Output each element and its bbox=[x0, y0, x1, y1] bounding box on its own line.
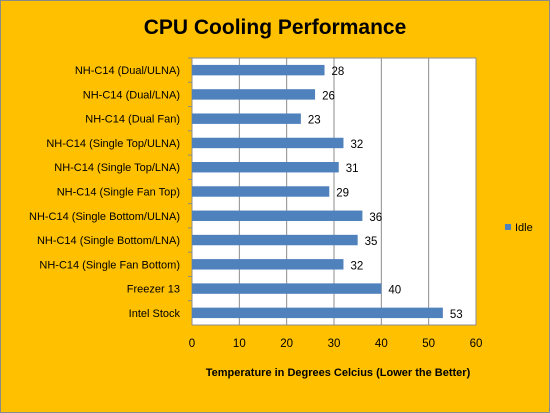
chart-title: CPU Cooling Performance bbox=[144, 16, 407, 39]
legend-label-idle: Idle bbox=[515, 222, 533, 234]
x-tick-labels: 0 10 20 30 40 50 60 bbox=[189, 338, 483, 350]
bar bbox=[192, 89, 316, 100]
bar bbox=[192, 210, 363, 221]
x-axis-title: Temperature in Degrees Celcius (Lower th… bbox=[206, 367, 471, 379]
data-label: 40 bbox=[388, 285, 401, 297]
data-label: 32 bbox=[350, 139, 363, 151]
x-tick-label: 10 bbox=[233, 338, 246, 350]
legend-swatch-idle bbox=[505, 224, 511, 230]
category-label: NH-C14 (Dual/ULNA) bbox=[75, 65, 180, 77]
data-label: 31 bbox=[346, 163, 359, 175]
category-label: Intel Stock bbox=[129, 308, 181, 320]
x-tick-label: 30 bbox=[328, 338, 341, 350]
bar bbox=[192, 137, 344, 149]
bar bbox=[192, 307, 443, 319]
category-label: NH-C14 (Single Bottom/LNA) bbox=[37, 235, 180, 247]
bar bbox=[192, 64, 325, 76]
bar bbox=[192, 162, 339, 173]
x-tick-label: 0 bbox=[189, 338, 195, 350]
category-label: Freezer 13 bbox=[127, 284, 180, 296]
data-label: 23 bbox=[308, 115, 321, 127]
data-label: 26 bbox=[322, 90, 335, 102]
category-label: NH-C14 (Dual/LNA) bbox=[83, 89, 180, 101]
data-label: 28 bbox=[332, 66, 345, 78]
category-label: NH-C14 (Dual Fan) bbox=[85, 114, 180, 126]
bar bbox=[192, 283, 382, 294]
category-label: NH-C14 (Single Bottom/ULNA) bbox=[29, 211, 180, 223]
bar bbox=[192, 234, 358, 246]
legend: Idle bbox=[505, 222, 533, 234]
x-tick-label: 20 bbox=[280, 338, 293, 350]
category-label: NH-C14 (Single Fan Bottom) bbox=[39, 259, 180, 271]
category-label: NH-C14 (Single Top/ULNA) bbox=[46, 138, 180, 150]
x-tick-label: 40 bbox=[375, 338, 388, 350]
data-label: 53 bbox=[450, 309, 463, 321]
data-label: 36 bbox=[369, 212, 382, 224]
category-label: NH-C14 (Single Top/LNA) bbox=[54, 162, 180, 174]
data-label: 35 bbox=[365, 236, 378, 248]
x-tick-label: 60 bbox=[470, 338, 483, 350]
category-label: NH-C14 (Single Fan Top) bbox=[57, 187, 180, 199]
bar bbox=[192, 186, 330, 197]
x-tick-label: 50 bbox=[422, 338, 435, 350]
bars bbox=[192, 64, 443, 319]
bar bbox=[192, 113, 301, 124]
data-label: 32 bbox=[350, 260, 363, 272]
data-label: 29 bbox=[336, 188, 349, 200]
bar bbox=[192, 259, 344, 270]
category-labels: NH-C14 (Dual/ULNA) NH-C14 (Dual/LNA) NH-C1… bbox=[29, 65, 180, 320]
